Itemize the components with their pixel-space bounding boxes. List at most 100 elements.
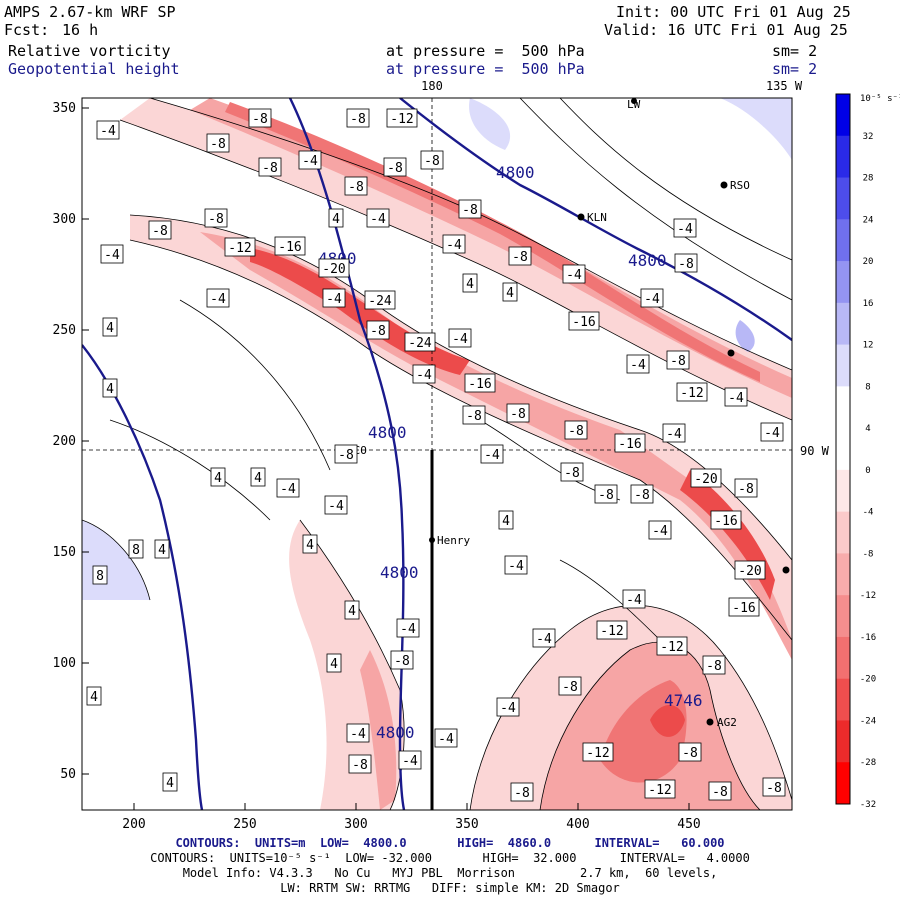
vorticity-label: -8 <box>252 112 268 127</box>
y-tick-label: 150 <box>53 545 76 560</box>
vorticity-label-box <box>92 565 108 585</box>
vorticity-label-box <box>690 468 722 488</box>
vorticity-label: 4 <box>506 286 514 301</box>
colorbar-level-label: 28 <box>863 174 874 184</box>
vorticity-label-box <box>96 120 120 140</box>
vorticity-label-box <box>396 618 420 638</box>
colorbar-level-label: 16 <box>863 299 874 309</box>
vorticity-label: -4 <box>452 332 468 347</box>
vorticity-label-box <box>328 208 344 228</box>
vorticity-label: 4 <box>332 212 340 227</box>
colorbar-swatch <box>836 428 850 471</box>
y-tick-label: 200 <box>53 434 76 449</box>
vorticity-label-box <box>102 317 118 337</box>
vorticity-label-box <box>412 364 436 384</box>
vorticity-label-box <box>640 288 664 308</box>
colorbar: 32 28 24 20 16 12 8 4 0 -4 -8 -12 -16 -20 -24 -28 -32 <box>835 93 876 810</box>
vorticity-label-box <box>656 636 688 656</box>
vorticity-label: -4 <box>764 426 780 441</box>
vorticity-label: -8 <box>394 654 410 669</box>
vorticity-label: -8 <box>568 424 584 439</box>
forecast-label: Fcst: <box>4 21 50 39</box>
vorticity-label: -8 <box>766 781 782 796</box>
y-tick-label: 300 <box>53 212 76 227</box>
init-time: Init: 00 UTC Fri 01 Aug 25 <box>616 3 851 21</box>
vorticity-label-box <box>322 288 346 308</box>
colorbar-swatch <box>836 135 850 179</box>
station-henry: Henry <box>437 534 470 547</box>
station-rso: RSO <box>730 179 750 192</box>
lon-label-180: 180 <box>421 79 443 93</box>
forecast-hour: 16 h <box>62 21 99 39</box>
vorticity-label-box <box>662 423 686 443</box>
height-label: 4800 <box>628 251 667 270</box>
vorticity-label-box <box>702 655 726 675</box>
vorticity-label-box <box>506 403 530 423</box>
vorticity-label: -8 <box>670 354 686 369</box>
vorticity-label: -4 <box>370 212 386 227</box>
vorticity-label: -16 <box>278 240 301 255</box>
vorticity-label: -8 <box>738 482 754 497</box>
vorticity-label: -4 <box>566 268 582 283</box>
vorticity-label-box <box>162 772 178 792</box>
vorticity-label: -8 <box>370 324 386 339</box>
colorbar-level-label: -4 <box>863 508 874 518</box>
vorticity-label-box <box>510 782 534 802</box>
colorbar-swatch <box>836 762 850 805</box>
vorticity-label-box <box>708 781 732 801</box>
vorticity-label: -4 <box>666 427 682 442</box>
vorticity-label: -8 <box>210 137 226 152</box>
field2-smoothing: sm= 2 <box>772 60 818 78</box>
vorticity-label-box <box>210 467 226 487</box>
vorticity-label: 4 <box>106 382 114 397</box>
vorticity-label: -8 <box>352 758 368 773</box>
vorticity-label: -4 <box>446 238 462 253</box>
height-label: 4800 <box>496 163 535 182</box>
vorticity-label-box <box>678 742 702 762</box>
vorticity-label: -8 <box>387 161 403 176</box>
colorbar-swatch <box>836 344 850 387</box>
vorticity-label-box <box>128 539 144 559</box>
vorticity-label: -8 <box>598 488 614 503</box>
vorticity-label-box <box>508 246 532 266</box>
vorticity-label: -4 <box>438 732 454 747</box>
vorticity-label: -4 <box>484 448 500 463</box>
colorbar-swatch <box>836 261 850 304</box>
vorticity-label: -8 <box>510 407 526 422</box>
vorticity-label-box <box>462 273 478 293</box>
x-tick-label: 400 <box>566 817 589 832</box>
vorticity-label: -16 <box>714 514 737 529</box>
vorticity-label: 8 <box>96 569 104 584</box>
colorbar-level-label: 32 <box>863 132 874 142</box>
vorticity-label-box <box>464 373 496 393</box>
colorbar-level-label: -28 <box>860 758 876 768</box>
vorticity-label-box <box>498 510 514 530</box>
vorticity-label: -4 <box>210 292 226 307</box>
vorticity-label: -20 <box>322 262 345 277</box>
vorticity-label-box <box>404 332 436 352</box>
vorticity-label-box <box>614 433 646 453</box>
vorticity-label: -12 <box>228 241 251 256</box>
vorticity-label-box <box>734 478 758 498</box>
vorticity-label-box <box>420 150 444 170</box>
x-tick-label: 300 <box>344 817 367 832</box>
colorbar-swatch <box>836 302 850 346</box>
field2-level: at pressure = 500 hPa <box>386 60 585 78</box>
vorticity-label-box <box>622 589 646 609</box>
colorbar-swatch <box>836 219 850 262</box>
field2-name: Geopotential height <box>8 60 180 78</box>
vorticity-label: 8 <box>132 543 140 558</box>
colorbar-level-label: 12 <box>863 341 874 351</box>
vorticity-label: -8 <box>462 203 478 218</box>
vorticity-label-box <box>346 108 370 128</box>
x-tick-label: 450 <box>677 817 700 832</box>
vorticity-label-box <box>398 750 422 770</box>
footer-physics: LW: RRTM SW: RRTMG DIFF: simple KM: 2D S… <box>280 881 620 895</box>
vorticity-label: -12 <box>390 112 413 127</box>
vorticity-label: -8 <box>424 154 440 169</box>
vorticity-label-box <box>366 320 390 340</box>
height-labels: 4800 4800 4800 4800 4800 4800 4746 <box>318 163 703 742</box>
vorticity-label-box <box>324 495 348 515</box>
vorticity-label-box <box>250 467 266 487</box>
vorticity-label: -4 <box>626 593 642 608</box>
